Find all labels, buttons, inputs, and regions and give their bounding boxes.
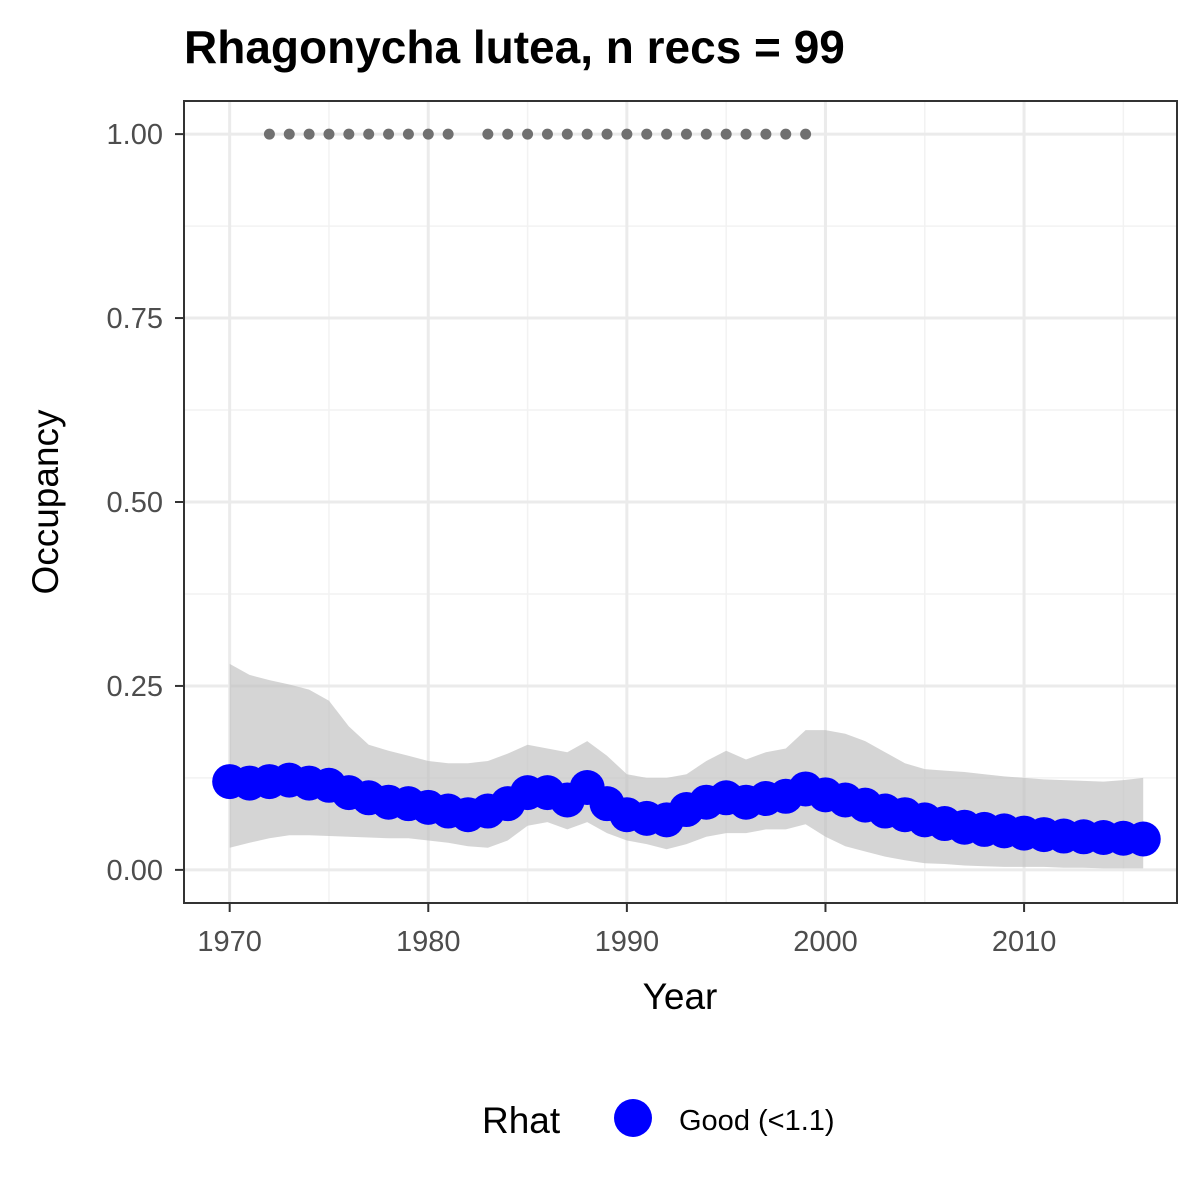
x-axis: 1970 1980 1990 2000 2010 (197, 903, 1056, 958)
observation-point (263, 128, 275, 140)
x-tick-label: 1970 (197, 926, 262, 958)
y-tick-label: 1.00 (107, 119, 163, 151)
observation-point (422, 128, 434, 140)
y-tick-label: 0.75 (107, 303, 163, 335)
observation-point (502, 128, 514, 140)
y-axis: 0.00 0.25 0.50 0.75 1.00 (107, 119, 184, 887)
observation-point (482, 128, 494, 140)
legend-key-good-rhat (614, 1099, 652, 1137)
observation-point (283, 128, 295, 140)
observation-points (263, 128, 812, 140)
occupancy-points (212, 762, 1161, 857)
observation-point (383, 128, 395, 140)
observation-point (740, 128, 752, 140)
observation-point (581, 128, 593, 140)
chart-title: Rhagonycha lutea, n recs = 99 (184, 21, 845, 73)
observation-point (402, 128, 414, 140)
observation-point (621, 128, 633, 140)
y-axis-title: Occupancy (25, 409, 66, 595)
observation-point (343, 128, 355, 140)
observation-point (323, 128, 335, 140)
observation-point (780, 128, 792, 140)
observation-point (680, 128, 692, 140)
legend: Rhat Good (<1.1) (482, 1099, 835, 1141)
y-tick-label: 0.50 (107, 487, 163, 519)
observation-point (720, 128, 732, 140)
observation-point (541, 128, 553, 140)
y-tick-label: 0.25 (107, 671, 163, 703)
legend-title: Rhat (482, 1100, 561, 1141)
observation-point (700, 128, 712, 140)
observation-point (522, 128, 534, 140)
observation-point (601, 128, 613, 140)
observation-point (760, 128, 772, 140)
legend-label-good-rhat: Good (<1.1) (679, 1105, 835, 1137)
observation-point (303, 128, 315, 140)
observation-point (442, 128, 454, 140)
x-tick-label: 1990 (595, 926, 660, 958)
x-axis-title: Year (643, 976, 718, 1017)
x-tick-label: 2000 (793, 926, 858, 958)
observation-point (641, 128, 653, 140)
x-tick-label: 1980 (396, 926, 461, 958)
x-tick-label: 2010 (992, 926, 1057, 958)
observation-point (661, 128, 673, 140)
observation-point (363, 128, 375, 140)
y-tick-label: 0.00 (107, 855, 163, 887)
observation-point (800, 128, 812, 140)
observation-point (561, 128, 573, 140)
occupancy-point (1125, 821, 1161, 857)
